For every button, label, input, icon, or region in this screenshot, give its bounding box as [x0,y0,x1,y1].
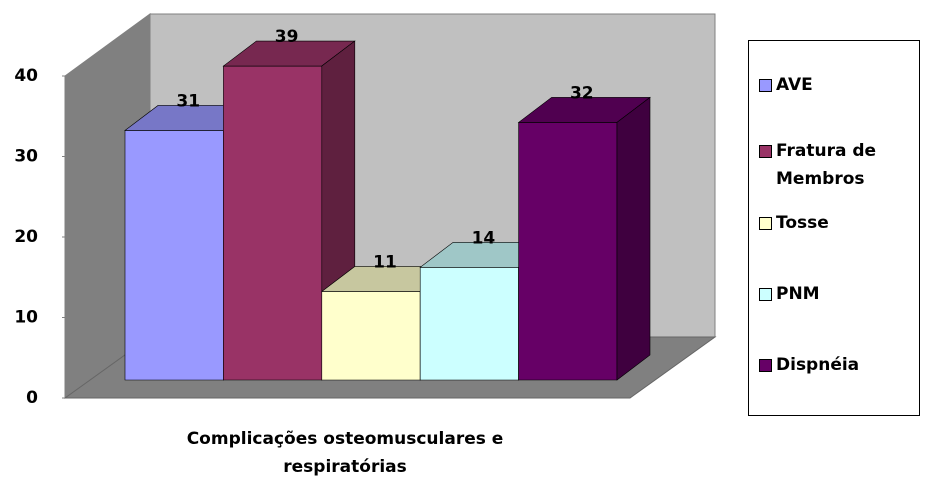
x-axis-label: Complicações osteomusculares e respirató… [186,429,504,477]
legend-label: Fratura de Membros [776,141,877,189]
legend-entry: Dispnéia [759,351,919,379]
bar-front [419,266,519,381]
legend-swatch [759,288,772,301]
bar-front [518,122,618,381]
legend-entry: AVE [759,71,919,99]
data-label: 39 [275,27,299,47]
legend-entry: PNM [759,280,919,308]
legend-swatch [759,79,772,92]
y-tick-label: 40 [14,66,38,86]
data-label: 32 [570,83,594,103]
legend: AVE Fratura de Membros Tosse PNM Dispnéia [748,40,920,416]
legend-swatch [759,145,772,158]
legend-label: Dispnéia [776,355,860,375]
bar-front [321,291,421,381]
legend-label: PNM [776,284,820,304]
legend-swatch [759,359,772,372]
bar [517,96,651,381]
legend-label: AVE [776,75,813,95]
bar-front [223,65,323,381]
y-tick-label: 0 [26,388,38,408]
data-label: 14 [472,228,496,248]
data-label: 11 [373,252,397,272]
legend-entry: Tosse [759,209,919,237]
legend-entry: Fratura de Membros [759,137,919,193]
legend-swatch [759,217,772,230]
y-tick-label: 10 [14,308,38,328]
y-tick-label: 20 [14,227,38,247]
bar-front [124,130,224,381]
data-label: 31 [176,91,200,111]
y-tick-label: 30 [14,147,38,167]
legend-label: Tosse [776,213,829,233]
bar-side [616,96,651,381]
